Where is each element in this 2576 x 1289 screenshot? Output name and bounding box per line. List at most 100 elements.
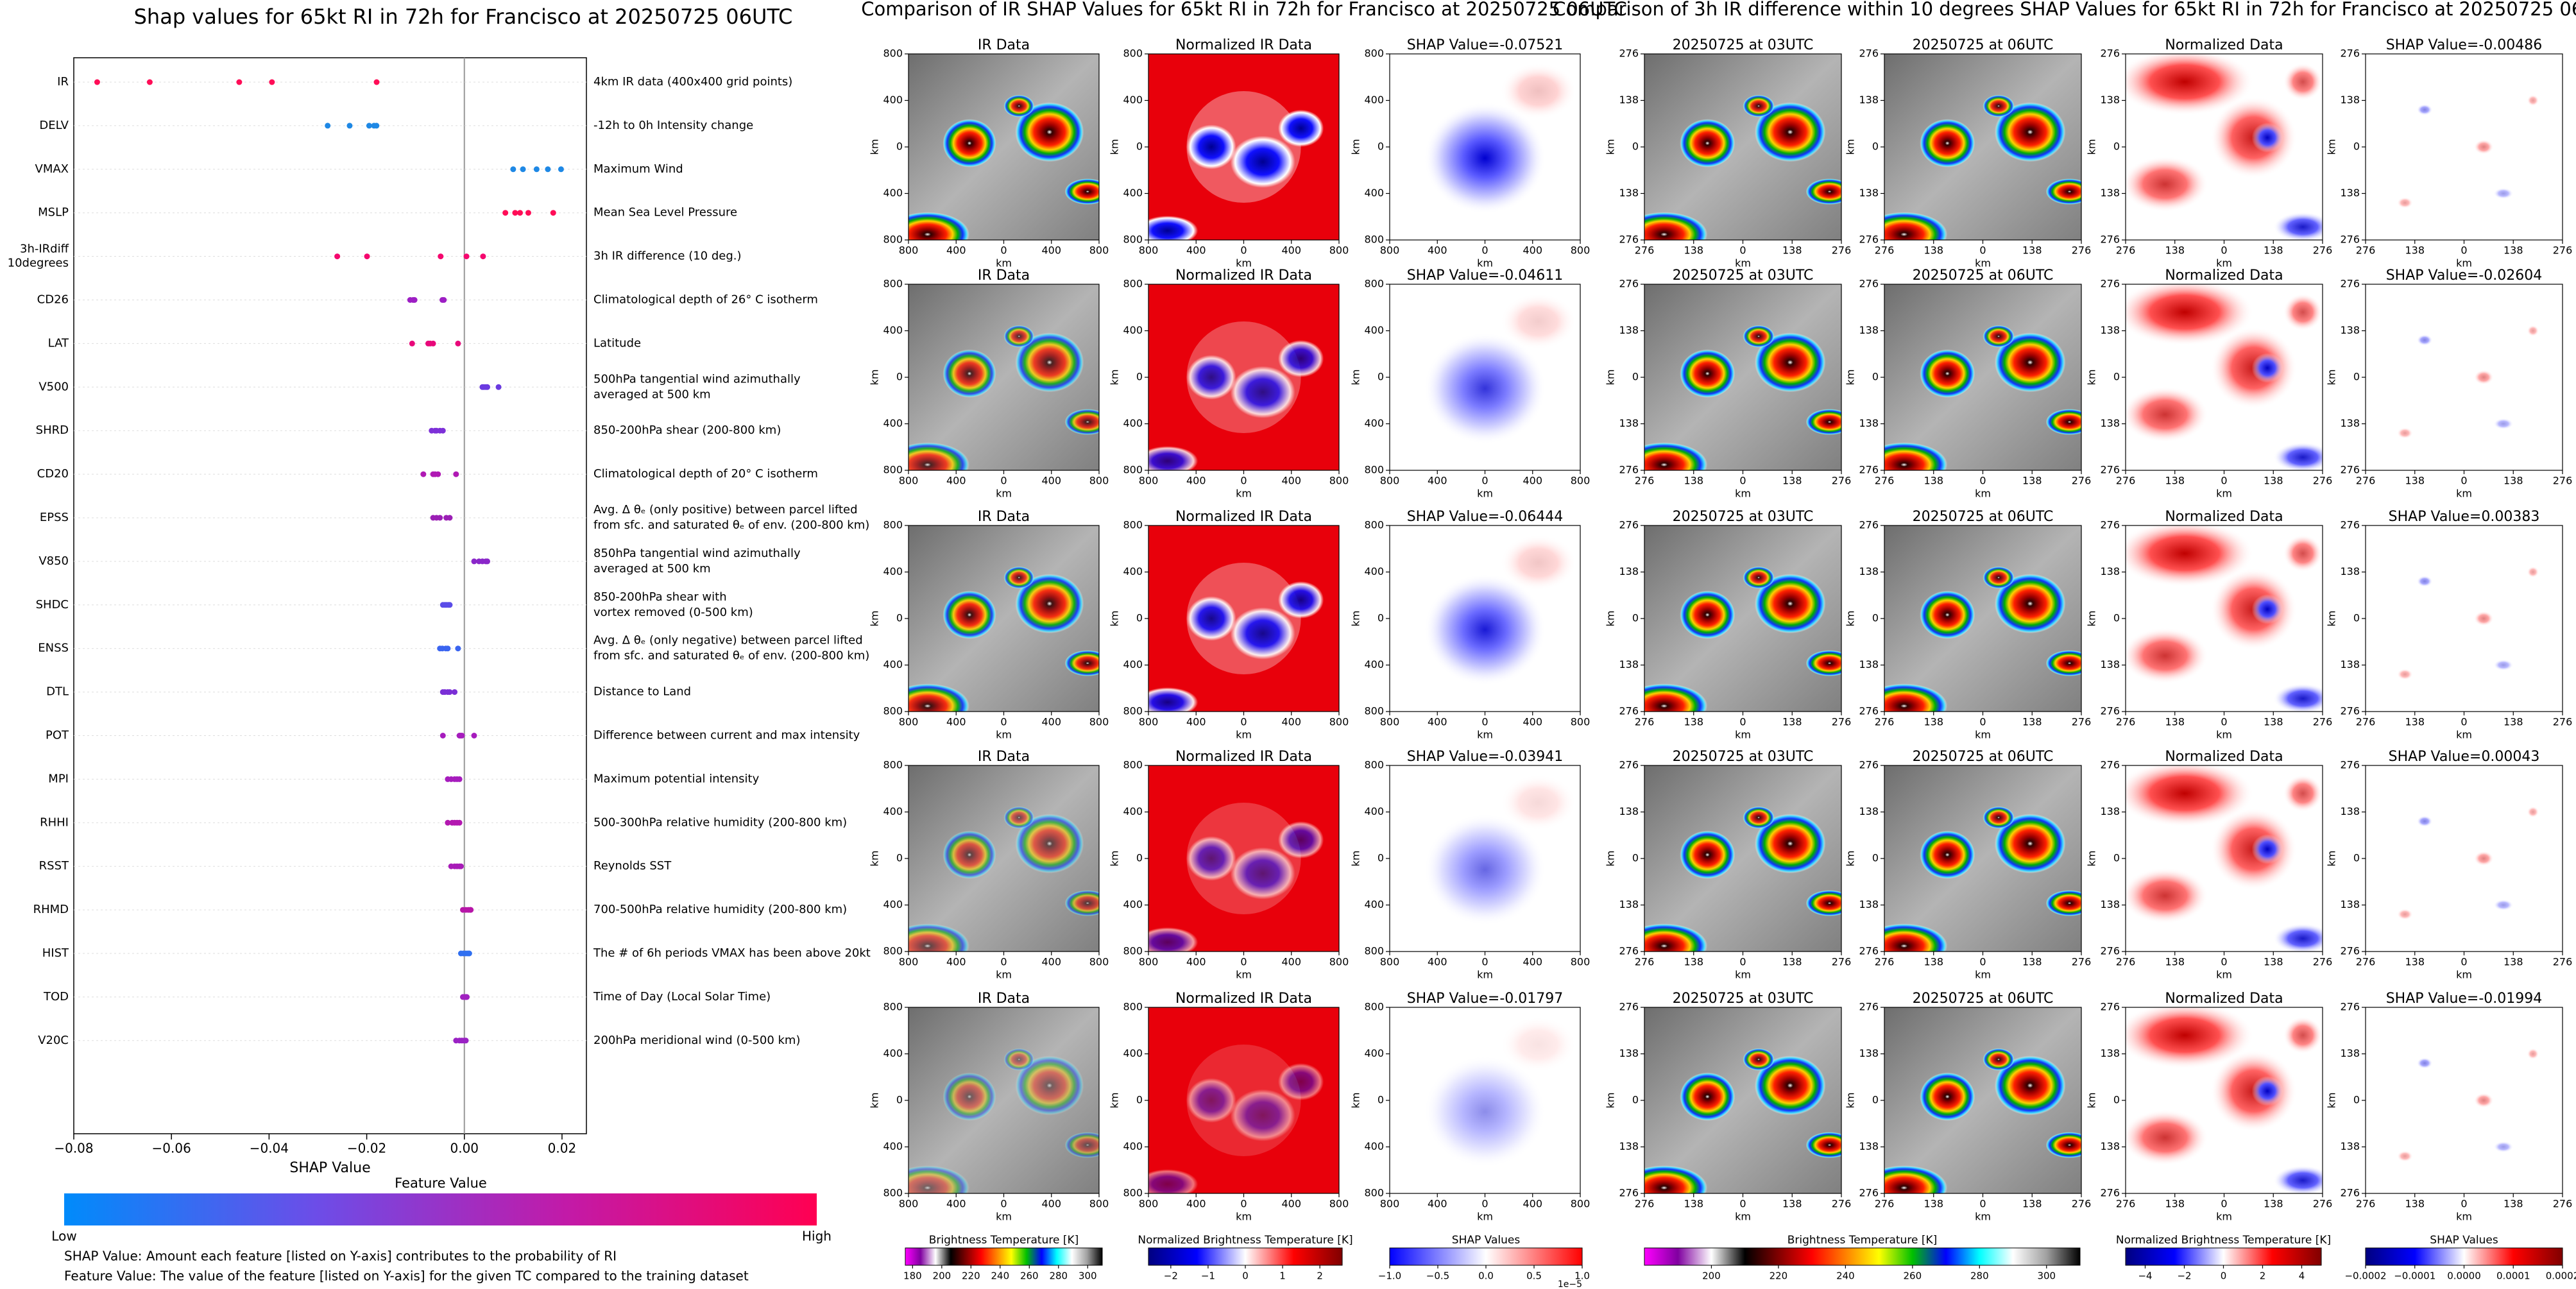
colorbar-tick-label: −4 — [2138, 1270, 2152, 1282]
colorbar-tick-label: 0.5 — [1526, 1270, 1542, 1282]
x-tick-label: 138 — [1684, 475, 1703, 487]
image-feature — [943, 349, 996, 398]
shap-point — [456, 819, 463, 826]
x-tick-label: 276 — [2356, 244, 2376, 257]
image-feature — [1277, 340, 1324, 377]
y-tick-label: 138 — [1619, 898, 1639, 910]
image-feature — [1148, 687, 1198, 712]
image-feature — [1920, 830, 1975, 879]
x-tick-label: 400 — [1428, 716, 1447, 728]
x-tick-label: 138 — [2165, 475, 2185, 487]
y-axis-label: km — [2326, 370, 2338, 386]
y-tick-label: 138 — [1619, 565, 1639, 577]
shap-point — [480, 253, 486, 260]
image-feature — [1754, 814, 1826, 874]
colorbar-offset: 1e−5 — [1558, 1279, 1582, 1289]
panel-title: Normalized IR Data — [1175, 37, 1312, 53]
y-tick-label: 138 — [1859, 324, 1879, 336]
colorbar-tick-label: −0.0002 — [2344, 1270, 2386, 1282]
image-feature — [908, 923, 970, 952]
x-tick-label: 276 — [2356, 475, 2376, 487]
image-feature — [2126, 867, 2208, 924]
image-feature — [1805, 409, 1841, 435]
y-tick-label: 276 — [1859, 1001, 1879, 1013]
x-tick-label: 138 — [2503, 244, 2523, 257]
image-panel — [1390, 525, 1580, 712]
panel-title: SHAP Value=-0.04611 — [1407, 268, 1564, 284]
x-tick-label: 0 — [2461, 244, 2467, 257]
image-feature — [1983, 1048, 2015, 1071]
x-axis-label: km — [2456, 1211, 2472, 1223]
image-panel — [1884, 1007, 2081, 1193]
x-tick-label: 276 — [2116, 475, 2136, 487]
x-tick-label: 276 — [1875, 475, 1895, 487]
x-tick-label: 276 — [2313, 716, 2333, 728]
x-tick-label: 400 — [1041, 716, 1061, 728]
shap-point — [373, 123, 380, 129]
x-axis-label: km — [1735, 729, 1751, 741]
shap-point — [346, 123, 353, 129]
colorbar-tick-label: 180 — [903, 1270, 922, 1282]
image-feature — [1186, 596, 1236, 641]
x-tick-label: 800 — [1571, 956, 1591, 968]
image-feature — [1644, 212, 1708, 240]
image-feature — [943, 119, 996, 167]
x-tick-label: 276 — [2356, 1198, 2376, 1210]
y-tick-label: 138 — [2100, 658, 2120, 670]
feature-description: 850hPa tangential wind azimuthally — [593, 547, 801, 560]
x-tick-label: 138 — [2165, 956, 2185, 968]
x-tick-label: 800 — [1089, 244, 1109, 257]
x-tick-label: 800 — [1089, 956, 1109, 968]
shap-point — [484, 558, 491, 565]
image-feature — [1277, 581, 1324, 619]
y-axis-label: km — [869, 851, 881, 867]
y-tick-label: 276 — [2340, 759, 2360, 771]
image-feature — [1064, 409, 1099, 435]
image-feature — [2126, 284, 2254, 346]
y-tick-label: 800 — [1123, 759, 1143, 771]
image-feature — [1644, 442, 1708, 470]
y-tick-label: 138 — [1859, 658, 1879, 670]
x-tick-label: 800 — [899, 716, 919, 728]
x-tick-label: 400 — [1281, 475, 1301, 487]
y-tick-label: 800 — [883, 519, 903, 531]
image-feature — [2251, 1076, 2283, 1106]
plot-frame — [73, 57, 587, 1134]
x-tick-label: 0 — [1481, 1198, 1488, 1210]
y-tick-label: 400 — [883, 324, 903, 336]
shap-point — [495, 384, 502, 390]
image-feature — [1644, 683, 1708, 712]
shap-point — [269, 79, 275, 85]
x-tick-label: 800 — [1571, 1198, 1591, 1210]
y-axis-label: km — [2326, 139, 2338, 155]
y-tick-label: 276 — [1859, 47, 1879, 60]
x-tick-label: 800 — [1329, 956, 1349, 968]
feature-description: Climatological depth of 26° C isotherm — [593, 293, 818, 307]
x-tick-label: 276 — [2072, 716, 2092, 728]
feature-description: from sfc. and saturated θₑ of env. (200-… — [593, 518, 869, 532]
x-tick-label: 800 — [1380, 475, 1400, 487]
image-feature — [1920, 590, 1975, 639]
feature-description: 4km IR data (400x400 grid points) — [593, 75, 792, 89]
image-feature — [1805, 650, 1841, 676]
x-tick-label: 276 — [1635, 956, 1655, 968]
x-tick-label: 400 — [1281, 1198, 1301, 1210]
image-feature — [1424, 102, 1546, 214]
shap-point — [366, 123, 372, 129]
x-tick-label: 138 — [2503, 475, 2523, 487]
feature-description: Difference between current and max inten… — [593, 729, 860, 742]
y-tick-label: 800 — [1123, 945, 1143, 957]
x-tick-label: 800 — [1139, 956, 1159, 968]
x-tick-label: 276 — [2356, 716, 2376, 728]
panel-title: IR Data — [978, 37, 1030, 53]
shap-point — [236, 79, 243, 85]
y-tick-label: 0 — [1378, 612, 1384, 624]
x-tick-label: 800 — [1571, 244, 1591, 257]
x-tick-label: 276 — [2072, 956, 2092, 968]
y-tick-label: 138 — [2340, 417, 2360, 429]
image-background — [2366, 765, 2563, 952]
image-feature — [2273, 442, 2323, 470]
shap-point — [452, 689, 458, 696]
y-tick-label: 138 — [1619, 187, 1639, 199]
